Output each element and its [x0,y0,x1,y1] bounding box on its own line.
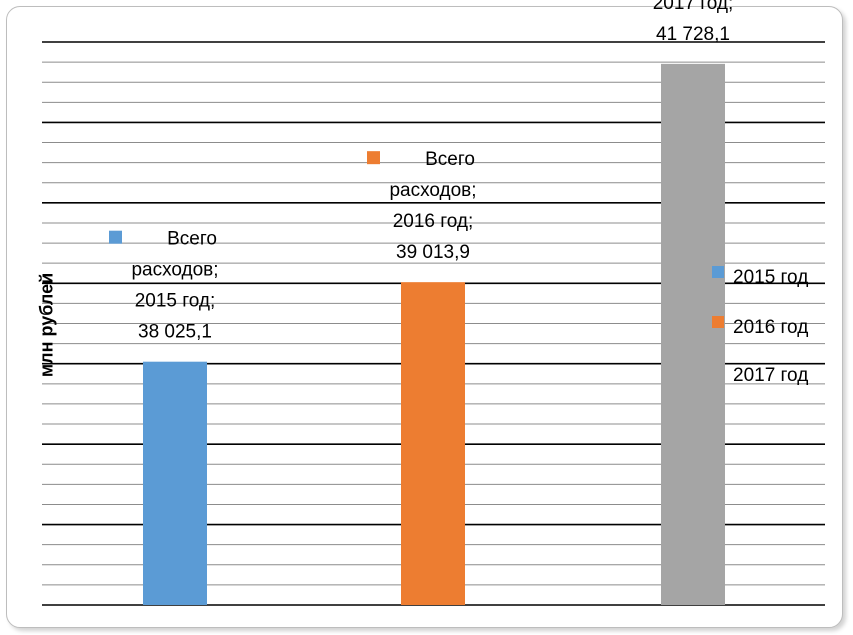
data-label-marker [367,151,380,165]
data-label-line: Всего [425,149,475,170]
bar-2017-год [661,63,725,605]
data-label-line: расходов; [131,260,218,281]
data-label-line: 38 025,1 [138,322,212,343]
data-label-line: 41 728,1 [656,24,730,45]
data-label-marker [109,230,122,244]
legend-swatch [712,266,724,278]
bar-2016-год [401,282,465,605]
bar-2015-год [143,361,207,605]
y-axis-label: млн рублей [36,272,57,378]
data-label-line: Всего [167,229,217,250]
data-label-line: 2015 год; [135,291,216,312]
data-label-line: расходов; [389,180,476,201]
legend-label: 2016 год [733,317,808,338]
legend-label: 2017 год [733,365,808,386]
data-label-line: 2017 год; [653,0,734,14]
data-label-line: 2016 год; [393,211,474,232]
legend-swatch [712,364,724,376]
legend-label: 2015 год [733,267,808,288]
legend-swatch [712,316,724,328]
data-label-line: 39 013,9 [396,242,470,263]
